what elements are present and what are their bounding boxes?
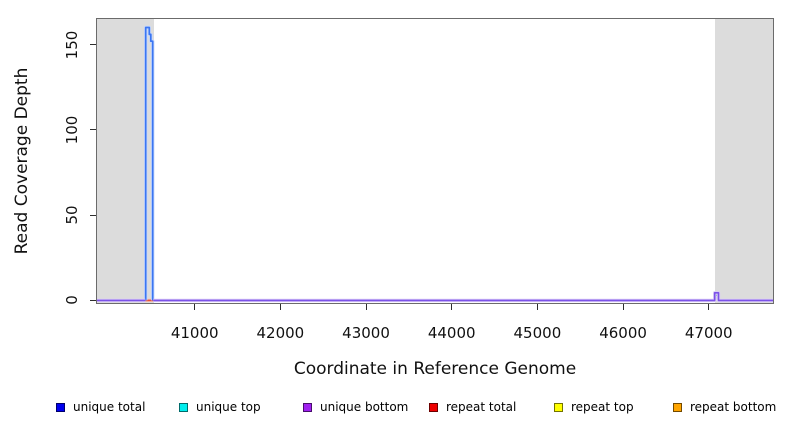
y-axis-title: Read Coverage Depth — [12, 67, 32, 255]
unique-top-swatch — [179, 402, 188, 412]
y-tick-mark — [90, 299, 96, 301]
y-tick-label: 0 — [63, 295, 81, 306]
legend-item-unique-bottom: unique bottom — [303, 398, 408, 416]
legend-label: repeat bottom — [690, 400, 777, 414]
x-tick-mark — [622, 304, 624, 310]
x-tick-mark — [451, 304, 453, 310]
unique-bottom-swatch — [303, 402, 312, 412]
plot-area — [97, 19, 773, 303]
legend-item-repeat-top: repeat top — [554, 398, 634, 416]
x-tick-label: 45000 — [513, 324, 562, 342]
x-tick-label: 42000 — [256, 324, 305, 342]
x-tick-mark — [708, 304, 710, 310]
legend-item-unique-top: unique top — [179, 398, 261, 416]
y-tick-mark — [90, 129, 96, 131]
y-tick-label: 100 — [63, 115, 81, 145]
unique-total-swatch — [56, 402, 65, 412]
y-tick-label: 150 — [63, 30, 81, 59]
series-unique-total — [144, 26, 154, 301]
repeat-bottom-swatch — [673, 402, 682, 412]
x-tick-mark — [536, 304, 538, 310]
x-tick-mark — [194, 304, 196, 310]
legend-label: repeat top — [571, 400, 634, 414]
x-tick-label: 41000 — [170, 324, 219, 342]
legend-item-unique-total: unique total — [56, 398, 145, 416]
legend: unique total unique top unique bottom repea… — [0, 398, 792, 418]
legend-item-repeat-total: repeat total — [429, 398, 516, 416]
y-tick-mark — [90, 214, 96, 216]
legend-item-repeat-bottom: repeat bottom — [673, 398, 776, 416]
series-unique-bottom-halo — [153, 291, 773, 303]
legend-label: repeat total — [446, 400, 517, 414]
x-tick-label: 43000 — [342, 324, 390, 342]
series-unique-bottom — [153, 291, 773, 302]
x-tick-mark — [365, 304, 367, 310]
legend-label: unique top — [196, 400, 261, 414]
x-tick-mark — [279, 304, 281, 310]
repeat-top-swatch — [554, 402, 563, 412]
masked-region — [714, 19, 773, 303]
legend-label: unique total — [73, 400, 146, 414]
coverage-lines-canvas — [97, 19, 773, 303]
x-tick-label: 47000 — [684, 324, 733, 342]
x-tick-label: 46000 — [599, 324, 647, 342]
x-axis-title: Coordinate in Reference Genome — [293, 359, 577, 379]
y-tick-mark — [90, 44, 96, 46]
y-tick-label: 50 — [63, 205, 81, 225]
x-tick-label: 44000 — [427, 324, 476, 342]
legend-label: unique bottom — [320, 400, 409, 414]
repeat-total-swatch — [429, 402, 438, 412]
